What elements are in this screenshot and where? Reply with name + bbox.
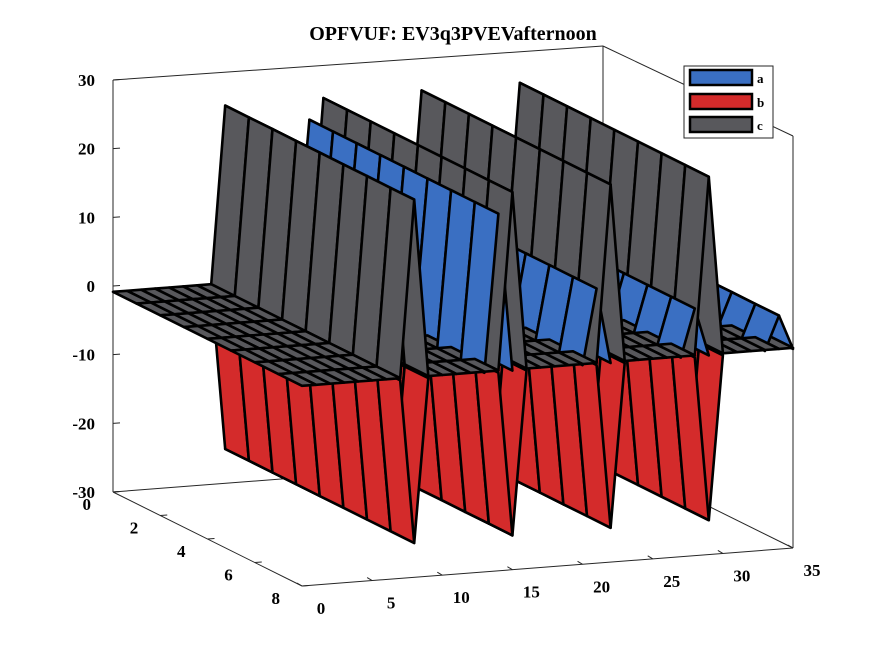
- z-tick-mark: [112, 216, 121, 218]
- legend: a b c: [683, 65, 774, 139]
- back-top-edge: [112, 45, 604, 81]
- legend-swatch-c: [688, 115, 754, 134]
- x-tick-mark: [437, 571, 443, 576]
- z-tick-label: 20: [78, 140, 95, 159]
- x-tick-label: 30: [733, 566, 750, 585]
- z-tick-label: -10: [72, 346, 95, 365]
- surface-patches: [111, 81, 795, 545]
- legend-entry-b: b: [688, 92, 764, 111]
- legend-entry-c: c: [688, 115, 763, 134]
- y-tick-label: 8: [272, 589, 281, 608]
- z-tick-mark: [112, 285, 121, 287]
- y-tick-label: 6: [224, 566, 233, 585]
- x-tick-mark: [296, 582, 303, 587]
- z-tick-label: 30: [78, 71, 95, 90]
- y-tick-label: 2: [130, 519, 139, 538]
- x-tick-label: 10: [453, 588, 470, 607]
- x-tick-mark: [717, 549, 724, 554]
- x-tick-mark: [577, 560, 583, 565]
- x-tick-label: 15: [523, 583, 540, 602]
- x-tick-label: 25: [663, 572, 680, 591]
- x-tick-label: 35: [804, 561, 821, 580]
- x-tick-mark: [507, 566, 513, 571]
- x-axis-line: [301, 547, 794, 587]
- y-tick-label: 0: [83, 495, 92, 514]
- z-tick-mark: [112, 353, 121, 356]
- y-tick-label: 4: [177, 542, 186, 561]
- y-tick-mark: [301, 585, 310, 587]
- z-tick-mark: [112, 147, 121, 150]
- z-tick-mark: [112, 79, 121, 81]
- axis-ticks: -30 -20 -10 0 10 20 30 0 5 10 15 20 25 30 35 0 2 4 6 8: [72, 71, 820, 618]
- y-tick-mark: [207, 538, 215, 540]
- z-tick-label: 0: [87, 277, 96, 296]
- legend-swatch-b: [688, 92, 754, 111]
- legend-label-c: c: [757, 118, 763, 133]
- x-tick-label: 0: [317, 599, 326, 618]
- legend-swatch-a: [688, 68, 754, 87]
- y-tick-mark: [160, 514, 168, 516]
- z-tick-mark: [112, 422, 121, 424]
- legend-label-a: a: [757, 71, 764, 86]
- z-tick-label: -20: [72, 414, 95, 433]
- x-tick-mark: [366, 577, 373, 582]
- legend-entry-a: a: [688, 68, 764, 87]
- x-tick-mark: [647, 555, 653, 560]
- legend-label-b: b: [757, 95, 764, 110]
- surface-patch-c: [277, 371, 318, 388]
- chart-title: OPFVUF: EV3q3PVEVafternoon: [309, 23, 597, 45]
- x-tick-label: 20: [593, 577, 610, 596]
- y-tick-mark: [112, 491, 121, 493]
- z-tick-label: 10: [78, 208, 95, 227]
- z-tick-label: -30: [72, 483, 95, 502]
- x-tick-label: 5: [387, 594, 396, 613]
- x-tick-mark: [787, 544, 794, 549]
- y-tick-mark: [254, 561, 262, 563]
